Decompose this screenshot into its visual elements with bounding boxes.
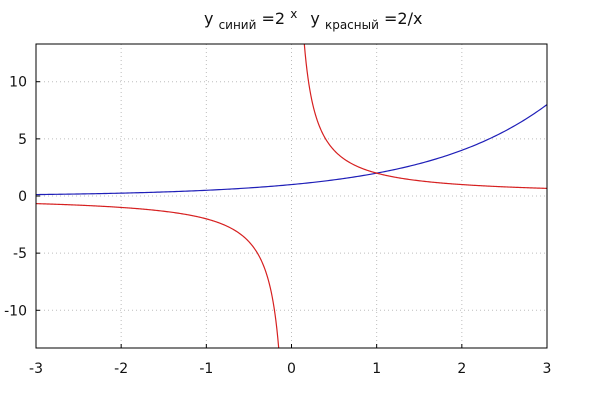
y-tick-label: 0 (18, 189, 27, 205)
title-part2-eq: =2/x (384, 9, 422, 28)
title-part2-sub: красный (325, 18, 379, 32)
title-part1-sup: x (290, 7, 297, 21)
y-tick-label: 10 (9, 75, 27, 91)
title-part1-sub: синий (219, 18, 257, 32)
title-part1-eq: =2 (262, 9, 286, 28)
y-tick-label: 5 (18, 132, 27, 148)
series-red-line-left (36, 203, 280, 348)
title-part2-base: y (310, 9, 319, 28)
x-tick-label: 3 (543, 361, 552, 377)
x-tick-label: 1 (372, 361, 381, 377)
x-tick-label: 0 (287, 361, 296, 377)
x-tick-label: -1 (199, 361, 213, 377)
grid-layer (36, 44, 547, 348)
y-tick-label: -10 (4, 303, 27, 319)
series-blue-line (36, 104, 547, 196)
title-part1-base: y (204, 9, 213, 28)
svg-text:y синий =2: y синий =2 x y красный =2/x (204, 3, 422, 33)
series-red-line-right (303, 44, 547, 189)
y-tick-label: -5 (13, 246, 27, 262)
chart-title: y синий =2 x y красный =2/x (204, 3, 422, 33)
x-tick-label: -3 (29, 361, 43, 377)
plot-layer (36, 44, 547, 348)
x-tick-label: 2 (457, 361, 466, 377)
x-tick-label: -2 (114, 361, 128, 377)
